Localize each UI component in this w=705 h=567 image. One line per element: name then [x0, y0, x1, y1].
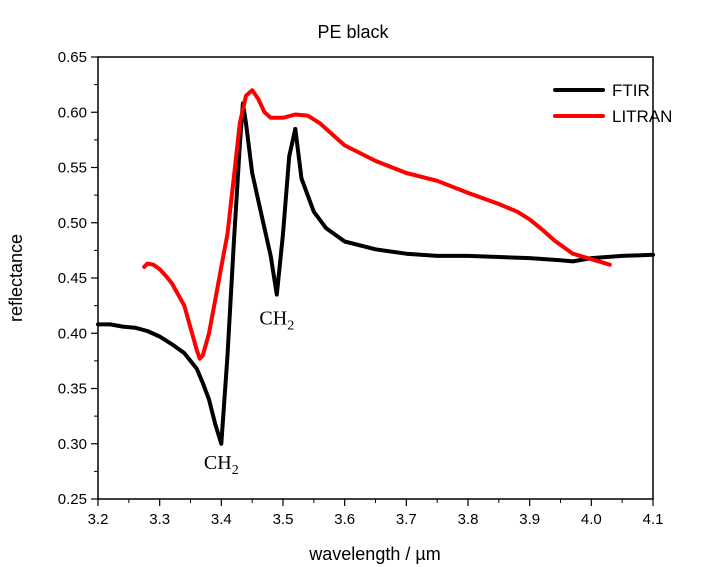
series-line-ftir: [96, 101, 655, 446]
y-tick-label: 0.40: [58, 325, 87, 342]
x-tick-label: 4.0: [581, 511, 602, 528]
plot-frame: [97, 56, 654, 500]
x-tick-label: 4.1: [643, 511, 664, 528]
y-tick-label: 0.35: [58, 381, 87, 398]
annotation-label: CH2: [204, 452, 239, 478]
y-tick-label: 0.25: [58, 491, 87, 508]
chart-title: PE black: [317, 22, 389, 42]
x-tick-label: 3.8: [458, 511, 479, 528]
legend: FTIR LITRAN: [553, 81, 672, 126]
annotation-text: CH: [204, 452, 232, 474]
y-tick-label: 0.50: [58, 215, 87, 232]
x-tick-label: 3.5: [273, 511, 294, 528]
annotation-subscript: 2: [287, 318, 294, 333]
x-tick-label: 3.7: [396, 511, 417, 528]
x-tick-label: 3.6: [334, 511, 355, 528]
x-tick-label: 3.2: [88, 511, 109, 528]
y-tick-label: 0.30: [58, 436, 87, 453]
y-tick-label: 0.65: [58, 49, 87, 66]
y-tick-label: 0.45: [58, 270, 87, 287]
legend-label: LITRAN: [612, 107, 672, 126]
annotation-text: CH: [259, 307, 287, 329]
y-axis-label: reflectance: [6, 234, 26, 322]
x-tick-label: 3.3: [149, 511, 170, 528]
legend-label: FTIR: [612, 81, 650, 100]
x-tick-label: 3.4: [211, 511, 232, 528]
series-line-litran: [142, 88, 612, 361]
y-tick-label: 0.55: [58, 160, 87, 177]
x-axis-label: wavelength / µm: [308, 544, 440, 564]
x-axis: 3.2 3.3 3.4 3.5 3.6 3.7 3.8 3.9 4.0 4.1: [88, 499, 664, 528]
x-tick-label: 3.9: [519, 511, 540, 528]
annotation-label: CH2: [259, 307, 294, 333]
series-layer: [96, 88, 655, 446]
y-tick-label: 0.60: [58, 104, 87, 121]
annotation-subscript: 2: [232, 463, 239, 478]
y-axis: 0.25 0.30 0.35 0.40 0.45 0.50 0.55 0.60 0.65: [58, 49, 98, 508]
